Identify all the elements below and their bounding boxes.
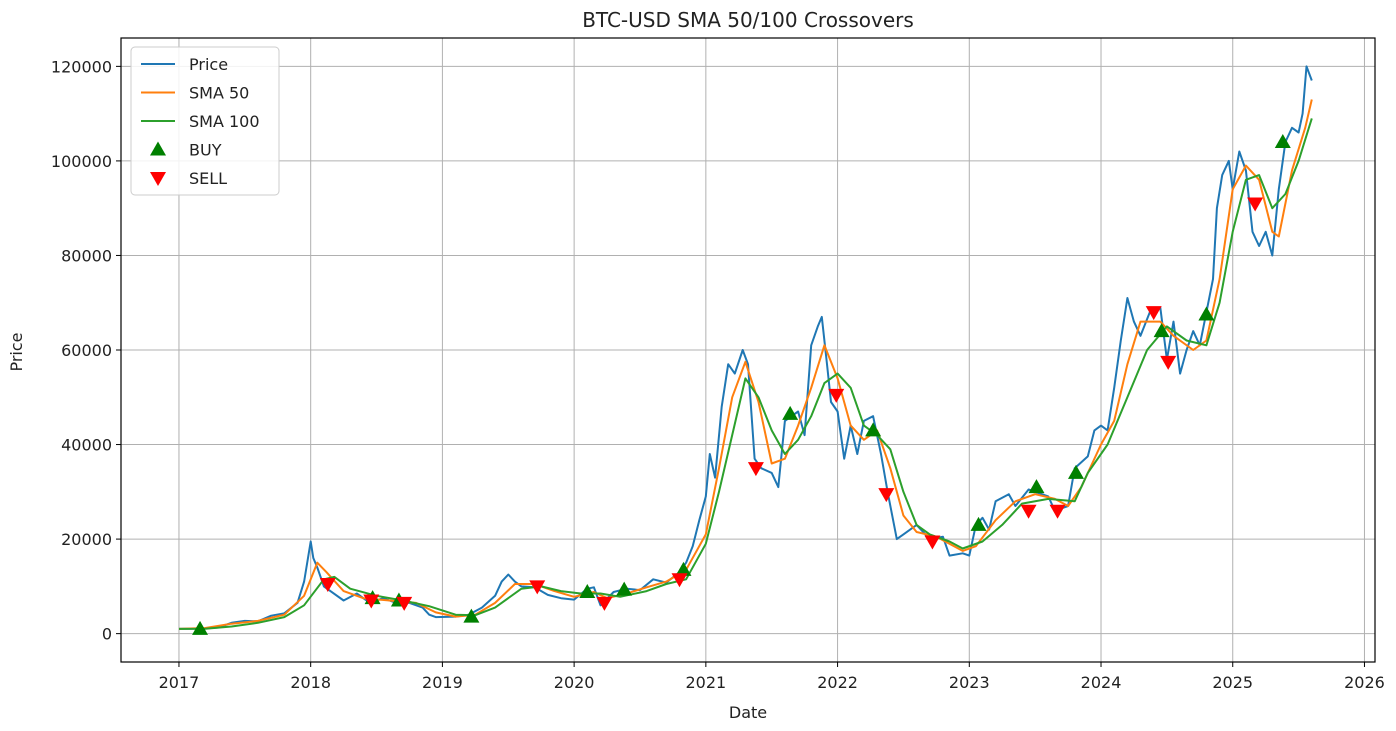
- x-tick-label: 2024: [1081, 673, 1122, 692]
- legend-swatch-buy: [150, 141, 166, 156]
- sell-marker: [529, 580, 546, 595]
- buy-marker: [1274, 134, 1291, 148]
- x-tick-label: 2019: [422, 673, 463, 692]
- x-tick-label: 2017: [159, 673, 200, 692]
- buy-marker: [1028, 479, 1045, 494]
- series-line-sma-100: [178, 118, 1313, 630]
- legend-label-price: Price: [189, 55, 228, 74]
- sell-marker: [396, 596, 413, 611]
- x-axis-ticks: 2017 2018 2019 2020 2021 2022 2023 2024 2025 2026: [159, 662, 1385, 692]
- series-line-sma-50: [178, 99, 1313, 630]
- x-tick-label: 2026: [1344, 673, 1385, 692]
- y-tick-label: 20000: [61, 530, 112, 549]
- series-line-price: [178, 65, 1313, 630]
- sell-marker: [878, 488, 895, 503]
- buy-marker: [865, 422, 882, 437]
- buy-marker: [1067, 464, 1084, 479]
- x-tick-label: 2018: [290, 673, 331, 692]
- x-tick-label: 2025: [1212, 673, 1253, 692]
- x-tick-label: 2020: [554, 673, 595, 692]
- sell-marker: [596, 596, 613, 611]
- buy-marker: [192, 620, 209, 635]
- sell-marker: [363, 594, 380, 609]
- legend-label-buy: BUY: [189, 141, 222, 160]
- x-tick-label: 2023: [949, 673, 990, 692]
- legend-swatch-sell: [150, 172, 166, 186]
- chart-title: BTC-USD SMA 50/100 Crossovers: [582, 8, 914, 32]
- buy-marker: [616, 581, 633, 596]
- y-tick-label: 60000: [61, 341, 112, 360]
- x-tick-label: 2021: [685, 673, 726, 692]
- y-tick-label: 120000: [51, 57, 112, 76]
- buy-marker: [579, 584, 596, 599]
- grid: [121, 38, 1375, 662]
- y-tick-label: 40000: [61, 436, 112, 455]
- buy-marker: [1198, 306, 1215, 321]
- y-axis-label: Price: [7, 332, 26, 371]
- buy-marker: [463, 608, 480, 623]
- legend-label-sma-50: SMA 50: [189, 84, 249, 103]
- sell-marker: [747, 462, 764, 477]
- legend-box: [130, 46, 280, 196]
- sell-marker: [828, 388, 845, 403]
- plot-frame: [120, 37, 1376, 663]
- sell-marker: [1247, 197, 1264, 212]
- series-group: [178, 65, 1313, 630]
- y-axis-ticks: 0 20000 40000 60000 80000 100000 120000: [51, 57, 121, 644]
- legend: Price SMA 50 SMA 100 BUY SELL: [130, 46, 280, 196]
- legend-label-sell: SELL: [189, 169, 227, 188]
- y-tick-label: 80000: [61, 246, 112, 265]
- sell-marker: [1145, 306, 1162, 321]
- buy-marker: [782, 405, 799, 420]
- sell-marker: [671, 573, 688, 588]
- sell-marker: [319, 578, 336, 592]
- markers-group: [192, 134, 1291, 635]
- sell-marker: [1160, 355, 1177, 370]
- buy-marker: [675, 561, 692, 576]
- buy-marker: [1153, 323, 1170, 338]
- sell-marker: [924, 535, 941, 550]
- sell-marker: [1049, 504, 1066, 519]
- y-tick-label: 0: [102, 625, 112, 644]
- buy-marker: [970, 516, 987, 531]
- x-tick-label: 2022: [817, 673, 858, 692]
- legend-label-sma-100: SMA 100: [189, 112, 260, 131]
- x-axis-label: Date: [729, 703, 767, 722]
- y-tick-label: 100000: [51, 152, 112, 171]
- sell-marker: [1020, 504, 1037, 519]
